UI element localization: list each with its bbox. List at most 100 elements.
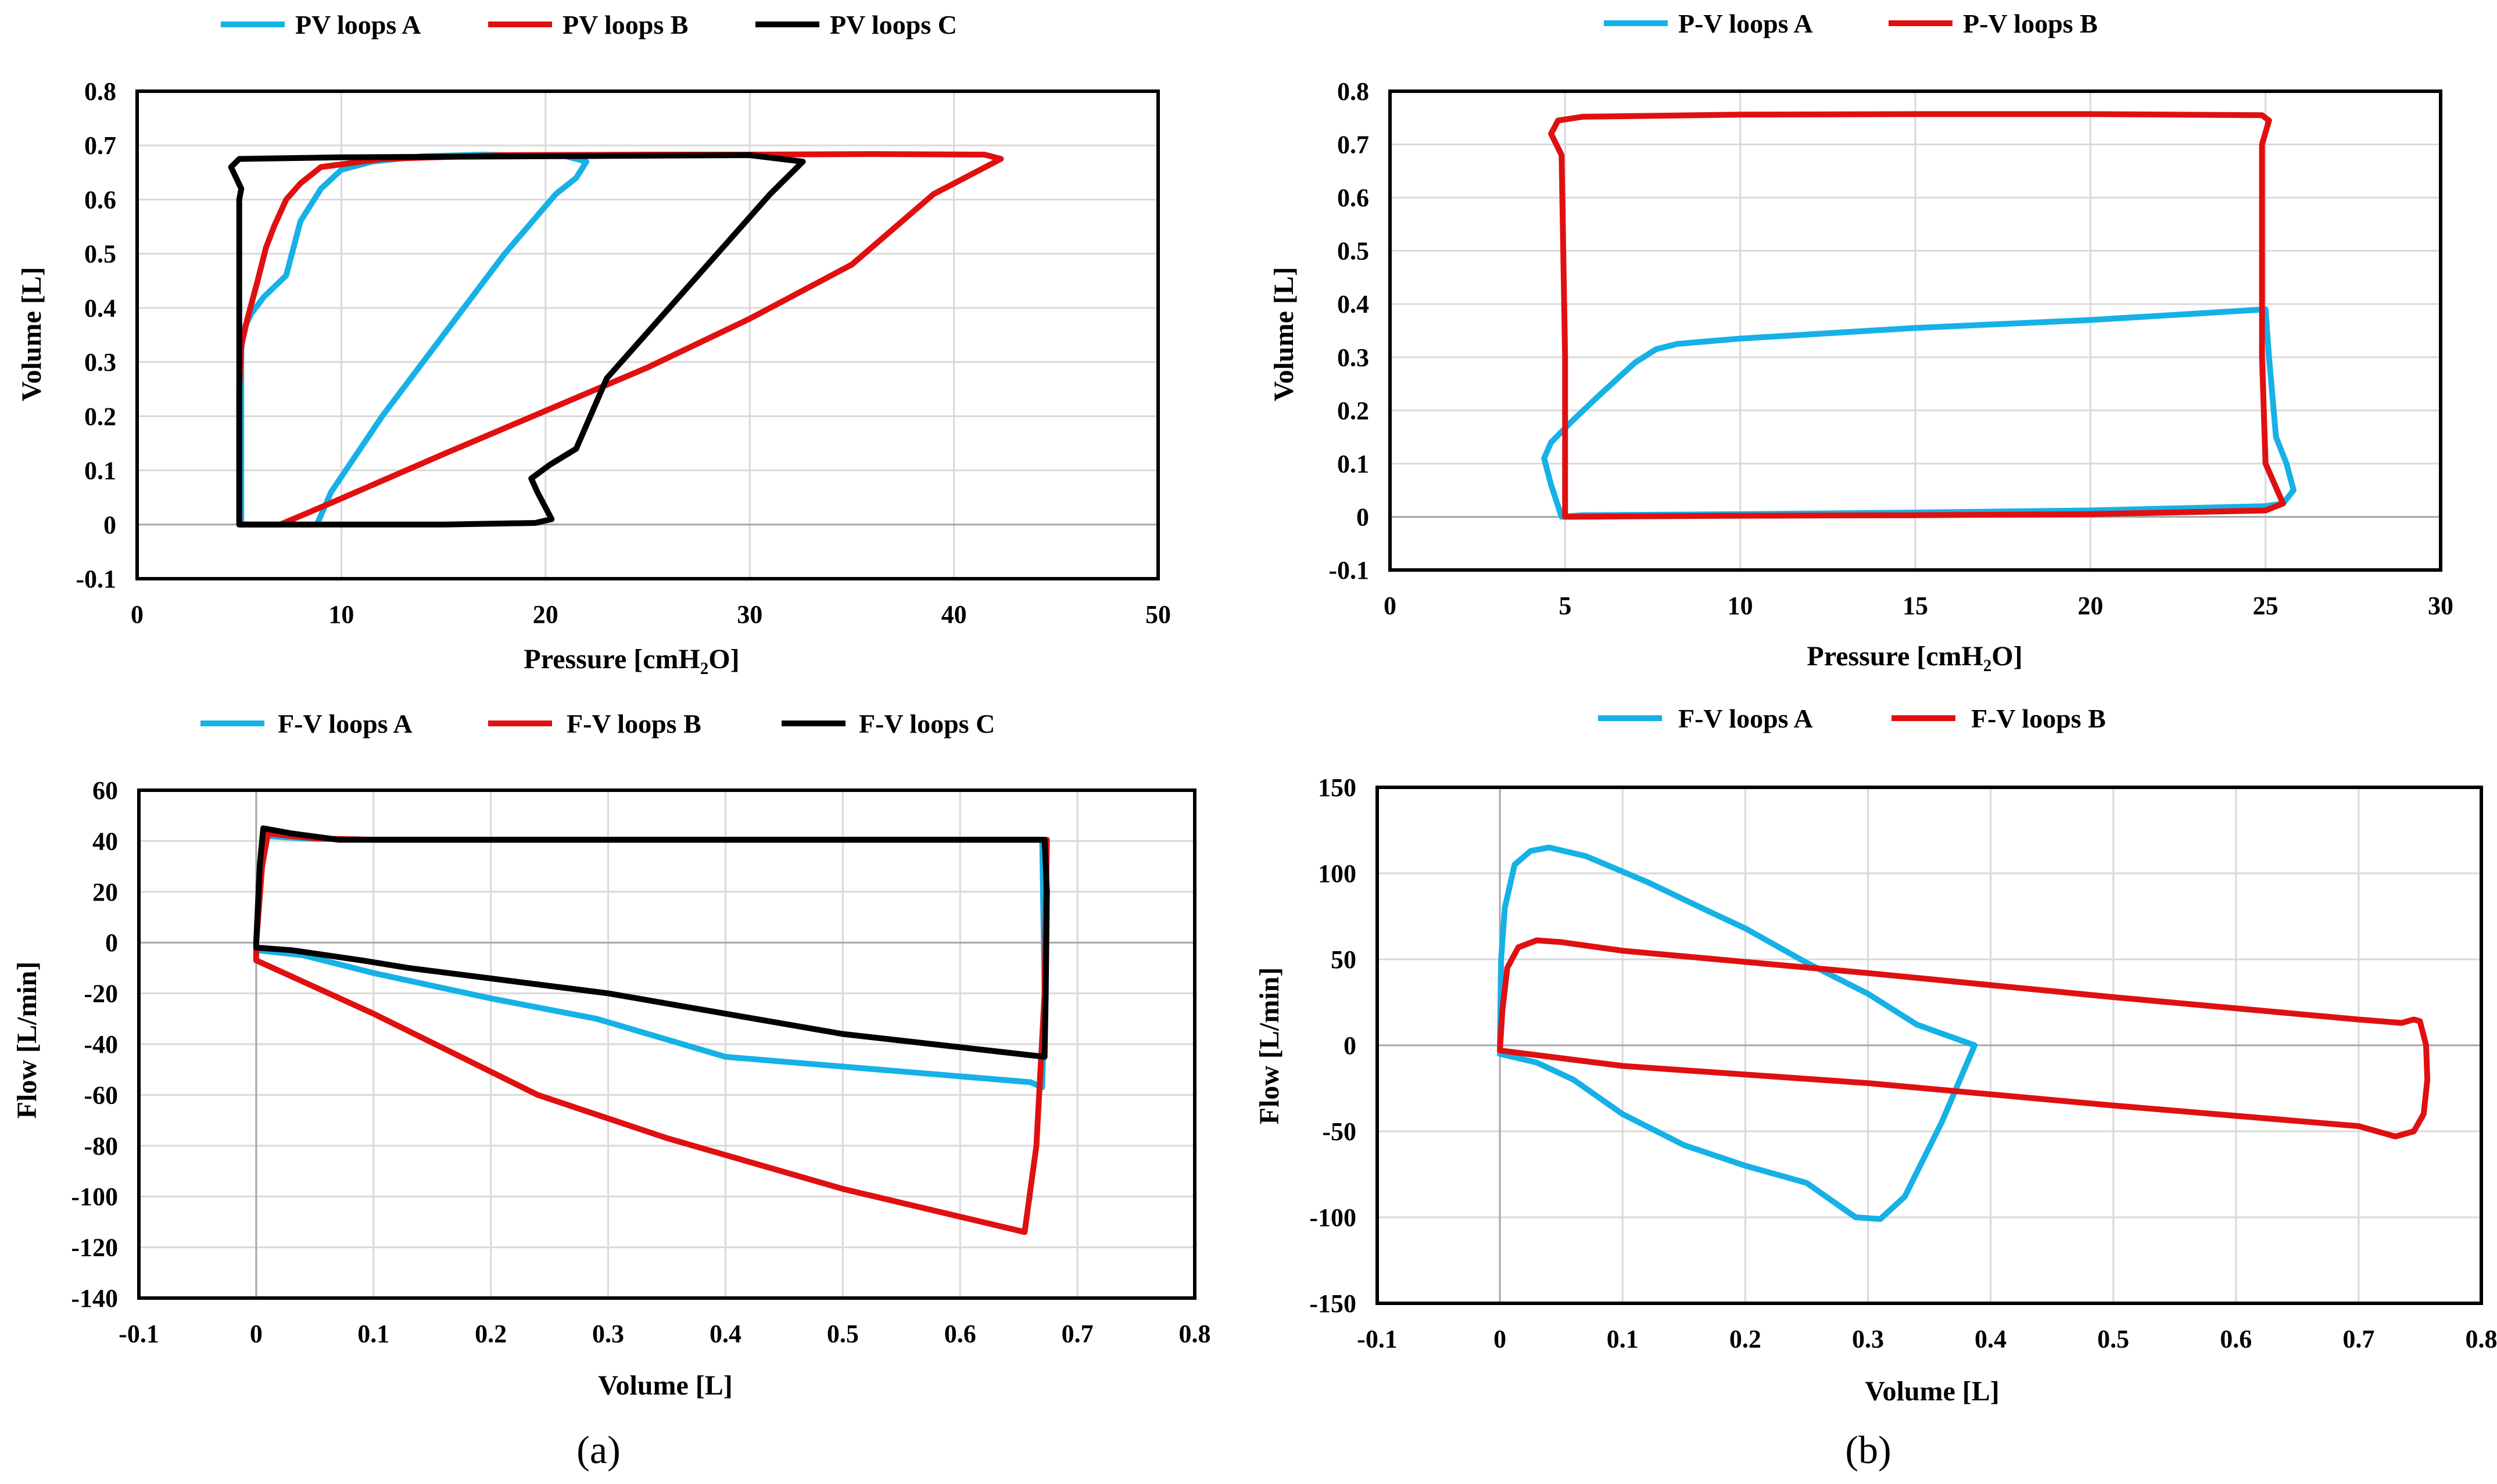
x-tick-label-fv_a-5: 0.4: [710, 1320, 741, 1348]
y-tick-label-pv_a-2: 0.1: [84, 457, 116, 485]
legend-label-fv-a-1: F-V loops B: [567, 709, 701, 739]
y-tick-label-pv_a-1: 0: [103, 511, 116, 539]
y-tick-label-pv_b-8: 0.7: [1337, 131, 1369, 159]
y-axis-title-pv-b: Volume [L]: [1269, 267, 1299, 402]
x-tick-label-pv_b-5: 25: [2253, 592, 2279, 620]
y-tick-label-pv_a-4: 0.3: [84, 348, 116, 377]
panel-label-b: (b): [1845, 1428, 1891, 1472]
x-axis-title-pv-b: Pressure [cmH₂O]: [1807, 641, 2022, 672]
y-tick-label-pv_a-8: 0.7: [84, 131, 116, 160]
legend-label-pv-b-0: P-V loops A: [1678, 9, 1813, 38]
x-tick-label-fv_b-8: 0.7: [2342, 1325, 2374, 1353]
x-tick-label-fv_b-5: 0.4: [1975, 1325, 2007, 1353]
plot-area-fv_a: -0.1 0 0.1 0.2 0.3 0.4 0.5 0.6 0.7 0.8 -140 -120 -10…: [71, 776, 1210, 1348]
x-tick-label-pv_b-4: 20: [2077, 592, 2103, 620]
y-tick-label-fv_b-4: 50: [1331, 945, 1356, 974]
plot-frame-pv_a: [135, 89, 1160, 580]
legend-label-pv-b-1: P-V loops B: [1963, 9, 2098, 38]
y-tick-label-pv_a-6: 0.5: [84, 240, 116, 268]
series-pv_a-2: [228, 152, 806, 528]
x-tick-label-fv_a-2: 0.1: [357, 1320, 389, 1348]
plot-frame-fv_b: [1375, 786, 2483, 1305]
plot-frame-fv_a: [137, 788, 1196, 1300]
x-tick-label-pv_a-4: 40: [941, 600, 967, 629]
chart-fv-b: -0.1 0 0.1 0.2 0.3 0.4 0.5 0.6 0.7 0.8 -150 -100 -50…: [1254, 704, 2497, 1407]
legend-label-pv-a-2: PV loops C: [830, 10, 957, 40]
y-tick-label-pv_b-9: 0.8: [1337, 77, 1369, 106]
x-tick-label-pv_a-0: 0: [131, 600, 144, 629]
y-axis-title-fv-b: Flow [L/min]: [1254, 967, 1285, 1125]
y-tick-label-pv_b-6: 0.5: [1337, 237, 1369, 266]
y-tick-label-fv_a-6: -20: [84, 980, 118, 1008]
x-tick-label-fv_a-8: 0.7: [1062, 1320, 1094, 1348]
x-tick-label-pv_a-1: 10: [328, 600, 354, 629]
x-tick-label-pv_b-1: 5: [1559, 592, 1571, 620]
y-tick-label-fv_a-8: 20: [92, 878, 118, 906]
series-fv_b-0: [1497, 844, 1978, 1222]
x-tick-label-pv_a-5: 50: [1145, 600, 1171, 629]
x-axis-title-fv-a: Volume [L]: [598, 1370, 733, 1401]
x-tick-label-fv_b-3: 0.2: [1729, 1325, 1761, 1353]
legend-fv-a: F-V loops A F-V loops B F-V loops C: [200, 709, 995, 739]
chart-fv-a: -0.1 0 0.1 0.2 0.3 0.4 0.5 0.6 0.7 0.8 -140 -120 -10…: [12, 709, 1211, 1401]
y-tick-label-pv_b-1: 0: [1356, 503, 1369, 531]
legend-label-pv-a-1: PV loops B: [563, 10, 688, 40]
plot-area-pv_b: 0 5 10 15 20 25 30 -0.1 0 0.1 0.2 0.3 0.4 0.5 0.6 0.7 0.…: [1328, 77, 2453, 620]
x-tick-label-fv_b-9: 0.8: [2466, 1325, 2497, 1353]
y-tick-label-fv_a-9: 40: [92, 827, 118, 855]
legend-pv-a: PV loops A PV loops B PV loops C: [221, 10, 957, 40]
x-tick-label-pv_b-6: 30: [2428, 592, 2453, 620]
legend-label-fv-b-0: F-V loops A: [1678, 704, 1813, 733]
legend-label-pv-a-0: PV loops A: [295, 10, 421, 40]
x-tick-label-pv_b-0: 0: [1384, 592, 1396, 620]
y-tick-label-pv_a-7: 0.6: [84, 185, 116, 214]
plot-area-pv_a: 0 10 20 30 40 50 -0.1 0 0.1 0.2 0.3 0.4 0.5 0.6 0.7 0.8: [76, 77, 1171, 629]
x-axis-title-fv-b: Volume [L]: [1865, 1376, 2000, 1407]
plot-frame-pv_b: [1388, 89, 2442, 572]
y-tick-label-fv_b-2: -50: [1322, 1117, 1356, 1146]
legend-fv-b: F-V loops A F-V loops B: [1598, 704, 2106, 733]
y-axis-title-fv-a: Flow [L/min]: [12, 962, 42, 1119]
plot-area-fv_b: -0.1 0 0.1 0.2 0.3 0.4 0.5 0.6 0.7 0.8 -150 -100 -50…: [1309, 773, 2497, 1353]
y-tick-label-fv_a-5: -40: [84, 1030, 118, 1059]
y-tick-label-pv_a-3: 0.2: [84, 402, 116, 431]
legend-label-fv-a-0: F-V loops A: [278, 709, 413, 739]
series-fv_b-1: [1497, 937, 2431, 1139]
x-tick-label-fv_b-4: 0.3: [1852, 1325, 1884, 1353]
x-tick-label-fv_a-6: 0.5: [827, 1320, 859, 1348]
series-pv_a-1: [236, 151, 1004, 528]
x-tick-label-fv_b-2: 0.1: [1607, 1325, 1639, 1353]
series-pv_b-1: [1548, 111, 2286, 520]
chart-pv-b: 0 5 10 15 20 25 30 -0.1 0 0.1 0.2 0.3 0.4 0.5 0.6 0.7 0.…: [1269, 9, 2453, 672]
y-axis-title-pv-a: Volume [L]: [16, 267, 47, 402]
y-tick-label-fv_a-3: -80: [84, 1132, 118, 1160]
x-tick-label-fv_a-1: 0: [250, 1320, 263, 1348]
y-tick-label-fv_a-2: -100: [71, 1182, 118, 1211]
y-tick-label-fv_b-3: 0: [1344, 1031, 1356, 1060]
x-tick-label-fv_b-6: 0.5: [2097, 1325, 2129, 1353]
x-axis-title-pv-a: Pressure [cmH₂O]: [524, 644, 739, 675]
panel-label-a: (a): [576, 1428, 620, 1472]
y-tick-label-fv_b-0: -150: [1309, 1289, 1356, 1318]
y-tick-label-fv_a-10: 60: [92, 776, 118, 805]
y-tick-label-fv_b-5: 100: [1318, 859, 1356, 888]
y-tick-label-pv_b-4: 0.3: [1337, 343, 1369, 372]
legend-label-fv-b-1: F-V loops B: [1971, 704, 2106, 733]
legend-label-fv-a-2: F-V loops C: [859, 709, 995, 739]
x-tick-label-fv_b-0: -0.1: [1357, 1325, 1398, 1353]
y-tick-label-fv_a-4: -60: [84, 1081, 118, 1109]
x-tick-label-fv_a-3: 0.2: [475, 1320, 507, 1348]
y-tick-label-fv_a-0: -140: [71, 1284, 118, 1313]
y-tick-label-fv_b-6: 150: [1318, 773, 1356, 802]
y-tick-label-pv_b-5: 0.4: [1337, 290, 1369, 318]
chart-pv-a: 0 10 20 30 40 50 -0.1 0 0.1 0.2 0.3 0.4 0.5 0.6 0.7 0.8…: [16, 10, 1171, 675]
y-tick-label-pv_b-7: 0.6: [1337, 184, 1369, 212]
series-fv_a-2: [253, 825, 1050, 1060]
x-tick-label-fv_a-7: 0.6: [944, 1320, 976, 1348]
y-tick-label-pv_a-5: 0.4: [84, 294, 116, 322]
x-tick-label-fv_a-9: 0.8: [1179, 1320, 1211, 1348]
legend-pv-b: P-V loops A P-V loops B: [1604, 9, 2098, 38]
x-tick-label-fv_b-7: 0.6: [2220, 1325, 2252, 1353]
x-tick-label-pv_a-2: 20: [533, 600, 558, 629]
